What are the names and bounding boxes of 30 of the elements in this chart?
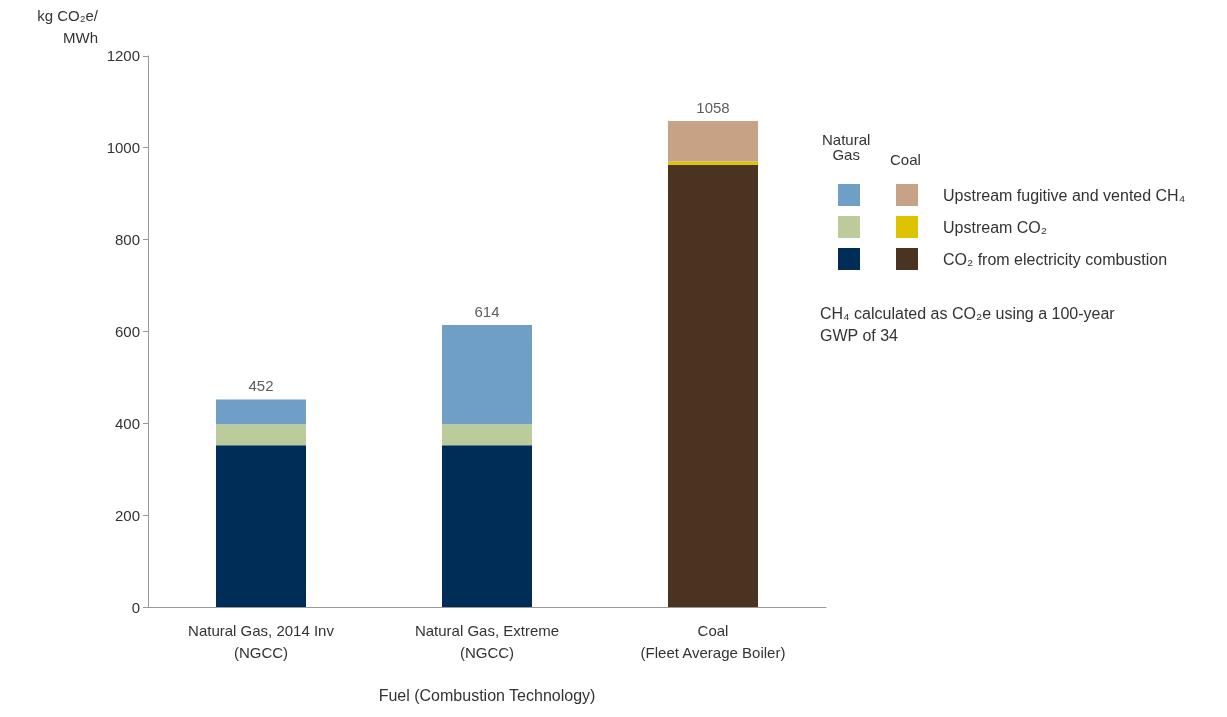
- bar: [442, 445, 532, 607]
- bar: [668, 121, 758, 162]
- total-label: 1058: [696, 99, 730, 117]
- annotation: CH₄ calculated as CO₂e using a 100-year GWP of 34: [820, 304, 1120, 344]
- x-tick-label: Natural Gas, 2014 Inv (NGCC): [188, 621, 335, 661]
- x-tick-label: Natural Gas, Extreme (NGCC): [414, 621, 560, 661]
- annotation: Natural Gas: [822, 131, 871, 163]
- y-axis-title: kg CO₂e/ MWh: [37, 7, 99, 46]
- bar: [216, 424, 306, 446]
- legend-label: Upstream fugitive and vented CH₄: [943, 186, 1186, 204]
- text: Coal: [890, 151, 921, 168]
- bar: [442, 424, 532, 446]
- y-tick-label: 800: [114, 231, 140, 249]
- y-tick-label: 200: [114, 506, 140, 524]
- bar: [668, 164, 758, 607]
- total-label: 614: [474, 303, 500, 321]
- legend-label: CO₂ from electricity combustion: [943, 250, 1168, 268]
- total-label: 452: [248, 377, 274, 395]
- bar: [216, 399, 306, 425]
- y-tick-label: 600: [114, 322, 140, 340]
- y-tick-label: 1200: [106, 47, 140, 65]
- y-tick-label: 400: [114, 414, 140, 432]
- x-axis-title: Fuel (Combustion Technology): [378, 686, 596, 704]
- y-tick-label: 1000: [106, 139, 140, 157]
- y-tick-label: 0: [131, 598, 140, 616]
- bar: [442, 325, 532, 425]
- legend-label: Upstream CO₂: [943, 218, 1048, 236]
- bar: [216, 445, 306, 607]
- bar: [668, 161, 758, 165]
- x-tick-label: Coal (Fleet Average Boiler): [640, 621, 786, 661]
